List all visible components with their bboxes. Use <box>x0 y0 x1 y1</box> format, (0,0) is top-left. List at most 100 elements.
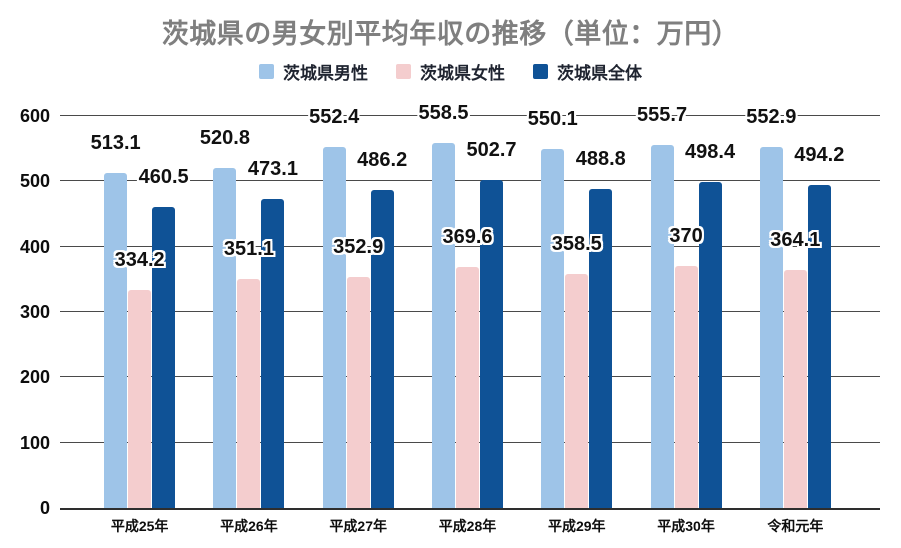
female-bar: 334.2 <box>115 116 165 508</box>
legend-label-female: 茨城県女性 <box>420 64 505 83</box>
male-bar-fill <box>104 172 128 508</box>
x-axis-label-7: 令和元年 <box>767 518 824 534</box>
female-bar: 358.5 <box>552 116 602 508</box>
male-bar-value-label: 552.4 <box>309 106 360 129</box>
male-bar-value-label: 555.7 <box>637 103 688 126</box>
female-bar-fill <box>674 266 698 508</box>
female-bar-value-label: 334.2 <box>114 248 165 271</box>
total-bar-fill <box>152 207 176 508</box>
bar-group-7: 552.9 364.1 494.2 令和元年 <box>746 106 844 534</box>
total-bar-fill <box>370 190 394 508</box>
female-bar-fill <box>455 266 479 508</box>
total-bar-fill <box>261 198 285 508</box>
legend-label-male: 茨城県男性 <box>283 64 368 83</box>
total-bar-fill <box>589 188 613 508</box>
total-bar: 486.2 <box>357 116 407 508</box>
y-axis-tick-600: 600 <box>19 106 50 126</box>
x-axis-label-6: 平成30年 <box>657 518 715 534</box>
bar-group-1: 513.1 334.2 460.5 平成25年 <box>91 116 189 534</box>
legend-item-male: 茨城県男性 <box>259 59 368 84</box>
male-bar-fill <box>322 147 346 508</box>
male-bar: 555.7 <box>637 104 687 508</box>
male-bar-value-label: 513.1 <box>90 131 141 154</box>
female-bar-fill <box>346 277 370 508</box>
male-bar-fill <box>213 167 237 508</box>
plot-area: 513.1 334.2 460.5 平成25年 520.8 351.1 473.1 平成26年… <box>60 102 880 534</box>
female-bar: 370 <box>669 116 703 508</box>
male-bar-value-label: 550.1 <box>527 107 578 130</box>
male-bar: 558.5 <box>418 102 469 508</box>
male-bar: 513.1 <box>91 116 141 508</box>
female-bar-fill <box>783 270 807 508</box>
x-axis-label-1: 平成25年 <box>110 518 169 534</box>
total-bar-value-label: 486.2 <box>357 149 408 172</box>
bar-group-5: 550.1 358.5 488.8 平成29年 <box>528 108 626 534</box>
female-bar: 351.1 <box>224 116 274 508</box>
female-bar-value-label: 364.1 <box>770 229 821 252</box>
total-bar-value-label: 502.7 <box>466 138 517 161</box>
total-bar-value-label: 473.1 <box>247 157 298 180</box>
total-bar-fill <box>807 185 831 508</box>
total-bar: 498.4 <box>685 116 735 508</box>
total-bar: 502.7 <box>466 116 517 508</box>
total-bar-value-label: 498.4 <box>685 141 736 164</box>
total-bar-fill <box>479 179 503 508</box>
gridline-400 <box>60 245 880 247</box>
total-bar-fill <box>698 182 722 508</box>
legend-label-total: 茨城県全体 <box>557 64 642 83</box>
x-axis-label-4: 平成28年 <box>438 518 497 534</box>
male-bar-value-label: 520.8 <box>199 126 250 149</box>
bar-group-2: 520.8 351.1 473.1 平成26年 <box>200 116 298 534</box>
total-bar: 494.2 <box>794 116 844 508</box>
female-bar-value-label: 370 <box>669 225 703 248</box>
total-bar: 488.8 <box>576 116 626 508</box>
bar-group-3: 552.4 352.9 486.2 平成27年 <box>309 106 407 534</box>
male-swatch-icon <box>259 64 274 79</box>
legend-item-total: 茨城県全体 <box>533 59 642 84</box>
total-bar: 473.1 <box>248 116 298 508</box>
chart-legend: 茨城県男性 茨城県女性 茨城県全体 <box>0 59 901 84</box>
y-axis-tick-300: 300 <box>19 302 50 322</box>
male-bar: 520.8 <box>200 116 250 508</box>
male-bar-value-label: 558.5 <box>418 102 469 125</box>
bar-groups: 513.1 334.2 460.5 平成25年 520.8 351.1 473.1 平成26年… <box>60 102 880 534</box>
female-bar: 352.9 <box>333 116 383 508</box>
gridline-600 <box>60 115 880 116</box>
male-bar-fill <box>759 146 783 508</box>
male-bar-fill <box>541 148 565 508</box>
y-axis-tick-400: 400 <box>19 236 50 257</box>
total-bar-value-label: 460.5 <box>138 166 189 189</box>
male-bar: 552.9 <box>746 106 796 508</box>
female-bar-value-label: 369.6 <box>442 225 493 248</box>
male-bar-value-label: 552.9 <box>746 105 797 128</box>
female-bar-fill <box>565 273 589 508</box>
y-axis-tick-100: 100 <box>19 432 50 453</box>
female-swatch-icon <box>396 64 411 79</box>
y-axis-tick-200: 200 <box>19 367 50 388</box>
male-bar-fill <box>431 143 455 508</box>
bar-group-4: 558.5 369.6 502.7 平成28年 <box>418 102 517 534</box>
male-bar: 552.4 <box>309 106 359 508</box>
female-bar: 369.6 <box>442 116 493 508</box>
female-bar-fill <box>237 278 261 508</box>
gridline-500 <box>60 180 880 182</box>
legend-item-female: 茨城県女性 <box>396 59 505 84</box>
female-bar-fill <box>128 289 152 508</box>
total-bar-value-label: 488.8 <box>575 147 626 170</box>
y-axis-tick-500: 500 <box>19 171 50 192</box>
x-axis-label-5: 平成29年 <box>547 518 606 534</box>
y-axis-tick-0: 0 <box>39 498 50 518</box>
female-bar-value-label: 351.1 <box>223 237 274 260</box>
x-axis-label-2: 平成26年 <box>220 518 278 534</box>
x-axis-label-3: 平成27年 <box>329 518 387 534</box>
total-swatch-icon <box>533 64 548 79</box>
female-bar-value-label: 352.9 <box>333 236 384 259</box>
total-bar: 460.5 <box>139 116 189 508</box>
chart-title: 茨城県の男女別平均年収の推移（単位：万円） <box>161 19 740 49</box>
bar-group-6: 555.7 370 498.4 平成30年 <box>637 104 735 534</box>
female-bar: 364.1 <box>770 116 820 508</box>
female-bar-value-label: 358.5 <box>551 232 602 255</box>
total-bar-value-label: 494.2 <box>794 144 845 167</box>
male-bar-fill <box>650 144 674 508</box>
